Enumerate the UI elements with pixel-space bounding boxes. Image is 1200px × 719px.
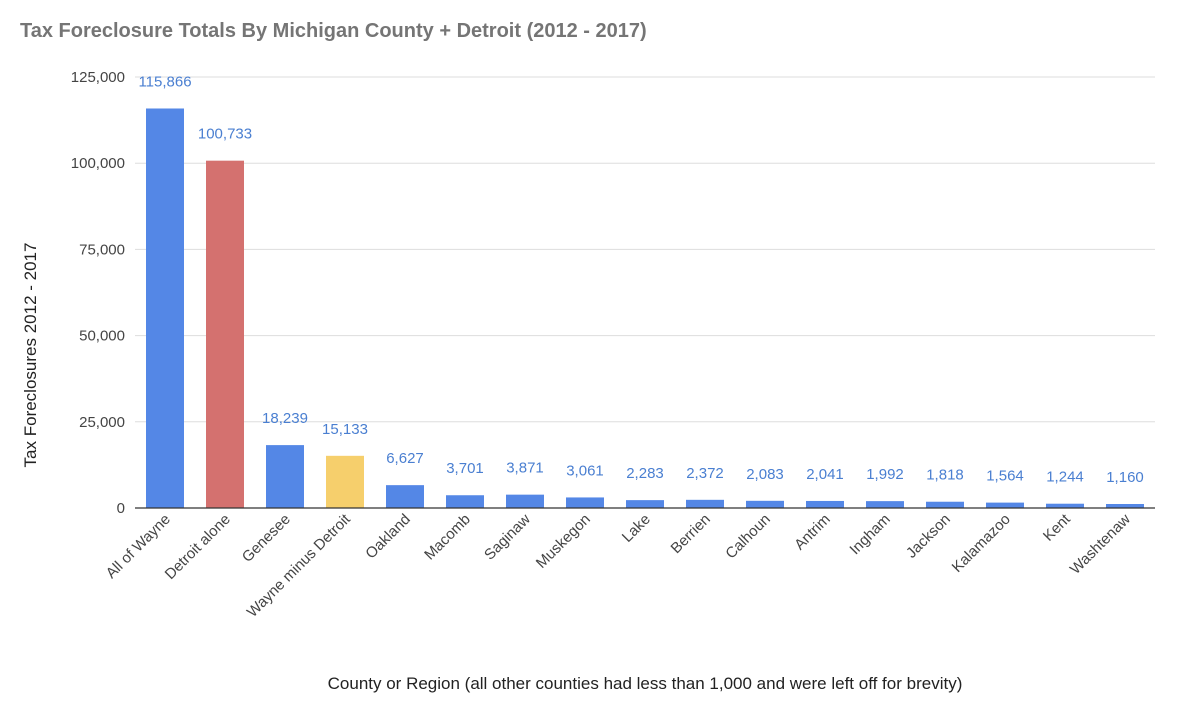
y-tick-label: 0 [117,500,125,517]
x-tick-label: Macomb [421,511,474,564]
y-axis-ticks: 0 25,000 50,000 75,000 100,000 125,000 [71,69,125,517]
y-tick-label: 25,000 [79,414,125,431]
data-label: 3,701 [446,460,484,477]
x-axis-title: County or Region (all other counties had… [328,674,963,693]
data-label: 15,133 [322,421,368,438]
x-tick-label: Kent [1040,510,1074,544]
bar [806,500,844,508]
data-label: 3,871 [506,460,544,477]
bar [206,160,244,509]
y-tick-label: 100,000 [71,155,125,172]
data-label: 6,627 [386,450,424,467]
bar [626,500,664,508]
x-tick-label: Oakland [362,511,414,563]
bar [1046,503,1084,508]
bar [1106,504,1144,508]
x-tick-label: Ingham [846,511,893,558]
bar [446,495,484,508]
bar [986,502,1024,508]
bars [146,108,1144,509]
x-tick-label: Wayne minus Detroit [244,510,355,621]
data-label: 1,244 [1046,469,1084,486]
data-label: 115,866 [138,73,191,90]
data-label: 100,733 [198,126,252,143]
x-tick-label: Lake [619,511,654,546]
bar [146,108,184,509]
bar [926,501,964,508]
x-tick-label: Saginaw [481,511,534,564]
x-tick-label: Kalamazoo [949,511,1014,576]
x-tick-label: Calhoun [722,511,774,563]
x-tick-label: Washtenaw [1067,511,1134,578]
gridlines [135,76,1155,423]
data-label: 2,283 [626,465,664,482]
data-label: 2,372 [686,465,724,482]
data-label: 1,564 [986,468,1024,485]
data-label: 1,160 [1106,469,1144,486]
bar [866,501,904,508]
bar [566,497,604,508]
x-tick-label: Jackson [903,511,954,562]
data-label: 2,083 [746,466,784,483]
bar [386,485,424,508]
bar [506,494,544,508]
x-tick-label: Genesee [239,511,294,566]
bar [746,500,784,508]
data-label: 2,041 [806,466,844,483]
y-tick-label: 125,000 [71,69,125,86]
x-tick-label: Antrim [791,511,834,554]
bar [326,455,364,508]
data-label: 18,239 [262,410,308,427]
data-label: 1,818 [926,467,964,484]
data-labels: 115,866 100,733 18,239 15,133 6,627 3,701 3,87… [138,73,1143,486]
x-tick-label: Muskegon [533,511,594,572]
chart-title: Tax Foreclosure Totals By Michigan Count… [20,20,647,42]
x-tick-label: Berrien [668,511,714,557]
y-tick-label: 75,000 [79,241,125,258]
bar [266,445,304,508]
data-label: 1,992 [866,466,904,483]
bar [686,499,724,508]
y-tick-label: 50,000 [79,328,125,345]
data-label: 3,061 [566,462,604,479]
y-axis-title: Tax Foreclosures 2012 - 2017 [21,243,40,468]
